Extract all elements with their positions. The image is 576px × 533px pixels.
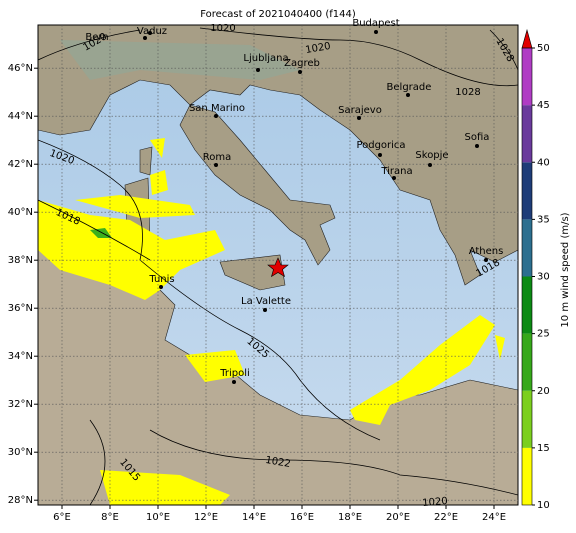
city-label: San Marino	[189, 103, 245, 114]
isobar-label: 1020	[422, 496, 448, 509]
lon-tick-label: 6°E	[53, 512, 71, 523]
city-label: La Valette	[241, 296, 291, 307]
city-label: Roma	[203, 152, 232, 163]
land-europe	[38, 25, 518, 286]
lat-tick-label: 44°N	[8, 111, 33, 122]
lon-tick-label: 8°E	[101, 512, 119, 523]
city-dot	[298, 70, 302, 74]
colorbar-segment	[522, 105, 532, 163]
city-dot	[475, 144, 479, 148]
colorbar-tick-label: 30	[537, 272, 550, 283]
city-dot	[263, 308, 267, 312]
isobar-label: 1020	[305, 41, 332, 56]
wind-area	[100, 470, 230, 505]
city-label: Tripoli	[219, 368, 250, 379]
city-label: Budapest	[352, 18, 399, 29]
city-dot	[428, 163, 432, 167]
wind-area	[38, 200, 225, 300]
city-dot	[374, 30, 378, 34]
lon-tick-label: 14°E	[242, 512, 266, 523]
city-dot	[214, 114, 218, 118]
isobar-label: 1028	[455, 87, 480, 98]
colorbar-tick-label: 10	[537, 500, 550, 511]
lon-tick-label: 22°E	[434, 512, 458, 523]
isobar-label: 1022	[264, 455, 291, 470]
city-label: Sarajevo	[338, 105, 382, 116]
location-star	[267, 257, 289, 278]
city-dot	[159, 285, 163, 289]
lat-tick-label: 30°N	[8, 447, 33, 458]
lon-tick-label: 16°E	[290, 512, 314, 523]
city-dot	[232, 380, 236, 384]
alps	[60, 40, 300, 80]
lon-tick-label: 20°E	[386, 512, 410, 523]
city-dot	[392, 176, 396, 180]
city-label: Zagreb	[284, 58, 320, 69]
city-label: Ljubljana	[243, 53, 288, 64]
city-dot	[143, 36, 147, 40]
wind-area	[495, 335, 505, 360]
colorbar-segment	[522, 447, 532, 505]
city-label: Belgrade	[387, 82, 432, 93]
city-dot	[406, 93, 410, 97]
city-dot	[357, 116, 361, 120]
city-label: Skopje	[415, 150, 448, 161]
city-label: Tunis	[148, 274, 174, 285]
colorbar-segment	[522, 276, 532, 334]
colorbar-tick-label: 35	[537, 214, 550, 225]
colorbar-segment	[522, 333, 532, 391]
colorbar-segment	[522, 162, 532, 220]
city-dot	[484, 258, 488, 262]
wind-area	[150, 138, 165, 158]
lat-tick-label: 38°N	[8, 255, 33, 266]
city-dot	[256, 68, 260, 72]
colorbar-segment	[522, 219, 532, 277]
land-corsica	[139, 146, 153, 176]
colorbar-tick-label: 25	[537, 329, 550, 340]
city-dot	[148, 31, 152, 35]
title: Forecast of 2021040400 (f144)	[200, 9, 356, 20]
lat-tick-label: 42°N	[8, 159, 33, 170]
colorbar-segment	[522, 390, 532, 448]
city-label: Sofia	[465, 132, 490, 143]
city-label: Athens	[469, 246, 504, 257]
wind-area	[350, 315, 495, 425]
map-frame	[37, 24, 519, 506]
colorbar-tick-label: 20	[537, 386, 550, 397]
colorbar-tick-label: 40	[537, 157, 550, 168]
colorbar-tick-label: 45	[537, 100, 550, 111]
city-label: Tirana	[380, 166, 412, 177]
land-sicily	[219, 254, 286, 291]
colorbar-tick-label: 15	[537, 443, 550, 454]
city-label: Bern	[85, 32, 108, 43]
lon-tick-label: 10°E	[146, 512, 170, 523]
colorbar-label: 10 m wind speed (m/s)	[560, 212, 571, 327]
lon-tick-label: 12°E	[194, 512, 218, 523]
colorbar-tick-label: 50	[537, 43, 550, 54]
city-dot	[378, 153, 382, 157]
lat-tick-label: 46°N	[8, 63, 33, 74]
lat-tick-label: 40°N	[8, 207, 33, 218]
wind-area	[185, 350, 245, 382]
colorbar-segment	[522, 48, 532, 106]
city-label: Vaduz	[137, 26, 167, 37]
colorbar-extend	[521, 28, 533, 49]
land-italy	[179, 104, 336, 266]
lat-tick-label: 32°N	[8, 399, 33, 410]
lon-tick-label: 18°E	[338, 512, 362, 523]
lat-tick-label: 28°N	[8, 495, 33, 506]
lat-tick-label: 34°N	[8, 351, 33, 362]
wind-area	[150, 170, 168, 195]
city-label: Podgorica	[356, 140, 405, 151]
city-dot	[214, 163, 218, 167]
map	[38, 25, 518, 505]
lat-tick-label: 36°N	[8, 303, 33, 314]
isobar-label: 1020	[210, 23, 235, 34]
lon-tick-label: 24°E	[482, 512, 506, 523]
